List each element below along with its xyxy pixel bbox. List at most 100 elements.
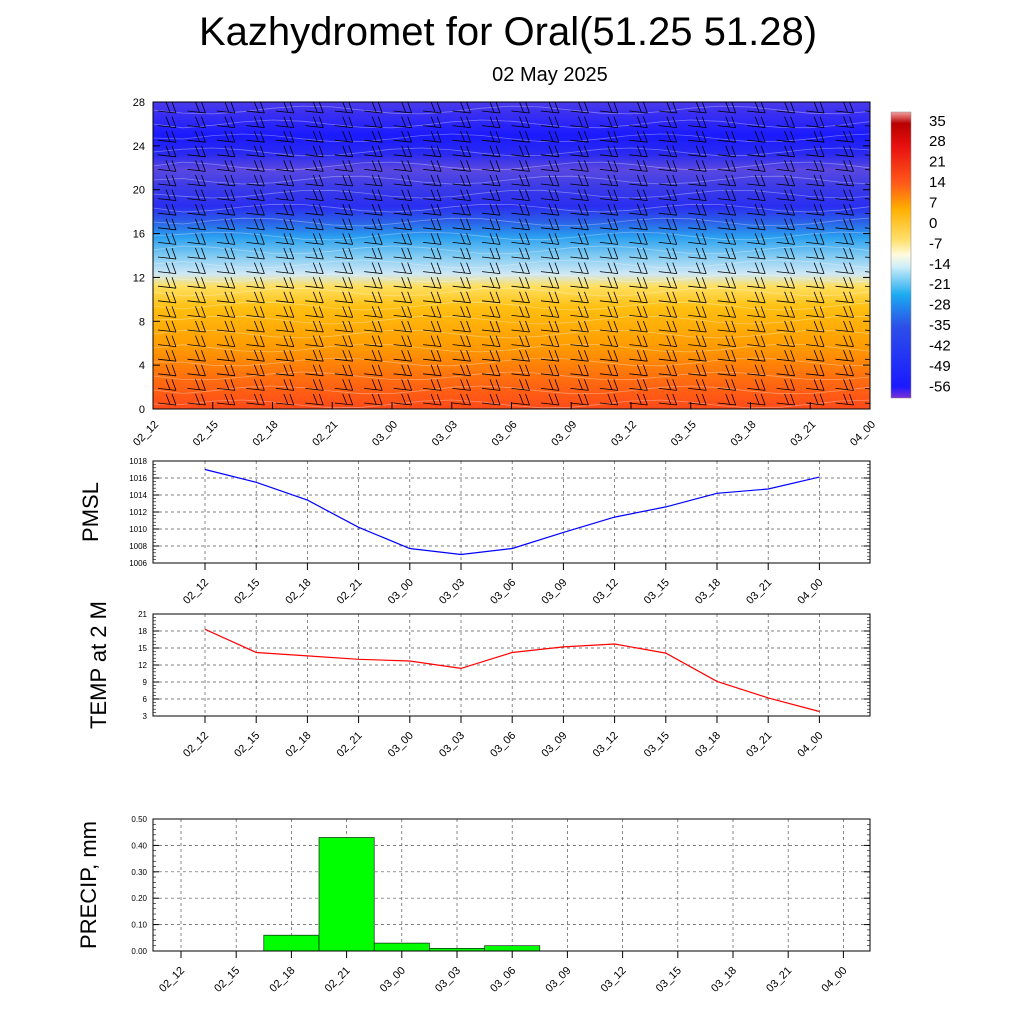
wind-barb <box>776 262 796 274</box>
wind-barb <box>570 379 589 391</box>
wind-barb <box>246 174 265 187</box>
wind-barb <box>246 393 265 406</box>
wind-barb <box>806 306 825 318</box>
contour-line <box>153 385 870 395</box>
wind-barb <box>157 131 177 143</box>
wind-barb <box>216 218 236 231</box>
wind-barb <box>599 116 619 128</box>
wind-barb <box>423 102 442 114</box>
wind-barb <box>216 277 236 289</box>
wind-barb <box>452 262 471 274</box>
wind-barb <box>157 306 177 318</box>
wind-barb <box>599 379 619 391</box>
wind-barb <box>305 189 324 201</box>
wind-barb <box>599 174 619 187</box>
wind-barb <box>393 145 413 158</box>
wind-barb <box>423 160 442 172</box>
ytick-label: 1006 <box>129 559 147 568</box>
wind-barb <box>835 145 854 158</box>
wind-barb <box>540 262 560 274</box>
wind-barb <box>393 262 413 274</box>
heatmap-field <box>153 102 870 409</box>
wind-barb <box>776 102 796 114</box>
wind-barb <box>511 160 530 172</box>
wind-barb <box>599 291 619 304</box>
colorbar-label: -42 <box>929 337 951 354</box>
wind-barb <box>806 247 825 260</box>
wind-barb <box>216 350 236 362</box>
wind-barb <box>364 306 383 318</box>
wind-barb <box>452 145 471 158</box>
wind-barb <box>747 233 766 245</box>
wind-barb <box>717 306 737 318</box>
wind-barb <box>393 350 413 362</box>
wind-barb <box>717 218 737 231</box>
wind-barb <box>216 131 236 143</box>
wind-barb <box>481 160 501 172</box>
wind-barb <box>864 110 870 112</box>
wind-barb <box>570 189 589 201</box>
wind-barb <box>717 102 737 114</box>
wind-barb <box>540 189 560 201</box>
wind-barb <box>835 131 854 143</box>
wind-barb <box>275 174 295 187</box>
wind-barb <box>481 189 501 201</box>
wind-barb <box>305 393 324 406</box>
wind-barb <box>364 291 383 304</box>
wind-barb <box>717 189 737 201</box>
wind-barb <box>776 233 796 245</box>
contour-line <box>153 315 870 325</box>
contour-line <box>153 231 870 241</box>
wind-barb <box>481 262 501 274</box>
ytick-label: 0.50 <box>131 815 147 824</box>
wind-barb <box>835 218 854 231</box>
wind-barb <box>688 262 707 274</box>
wind-barb <box>393 306 413 318</box>
precip-bar <box>318 837 375 952</box>
wind-barb <box>658 291 678 304</box>
wind-barb <box>776 335 796 347</box>
wind-barb <box>629 379 648 391</box>
wind-barb <box>187 277 206 289</box>
wind-barb <box>305 174 324 187</box>
wind-barb <box>246 379 265 391</box>
wind-barb <box>864 125 870 127</box>
wind-barb <box>423 277 442 289</box>
wind-barb <box>334 218 354 231</box>
contour-line <box>153 189 870 199</box>
wind-barb <box>864 154 870 156</box>
wind-barb <box>423 174 442 187</box>
colorbar-label: -35 <box>929 317 951 334</box>
wind-barb <box>658 379 678 391</box>
contour-line <box>153 175 870 185</box>
wind-barb <box>570 350 589 362</box>
contour-lines <box>153 105 870 409</box>
wind-barb <box>157 233 177 245</box>
wind-barb <box>246 306 265 318</box>
wind-barb <box>806 335 825 347</box>
wind-barb <box>452 116 471 128</box>
wind-barb <box>688 350 707 362</box>
wind-barb <box>275 379 295 391</box>
wind-barb <box>423 116 442 128</box>
wind-barb <box>747 145 766 158</box>
wind-barb <box>806 291 825 304</box>
wind-barb <box>629 350 648 362</box>
wind-barb <box>688 335 707 347</box>
wind-barb <box>452 233 471 245</box>
wind-barb <box>835 277 854 289</box>
wind-barb <box>864 169 870 171</box>
wind-barb <box>364 233 383 245</box>
wind-barb <box>423 320 442 333</box>
wind-barb <box>481 379 501 391</box>
wind-barb <box>540 218 560 231</box>
wind-barb <box>658 102 678 114</box>
wind-barbs <box>157 102 870 406</box>
contour-line <box>153 343 870 353</box>
xtick-label: 03_18 <box>693 577 723 607</box>
wind-barb <box>540 379 560 391</box>
wind-barb <box>658 350 678 362</box>
wind-barb <box>246 102 265 114</box>
wind-barb <box>364 393 383 406</box>
wind-barb <box>452 350 471 362</box>
